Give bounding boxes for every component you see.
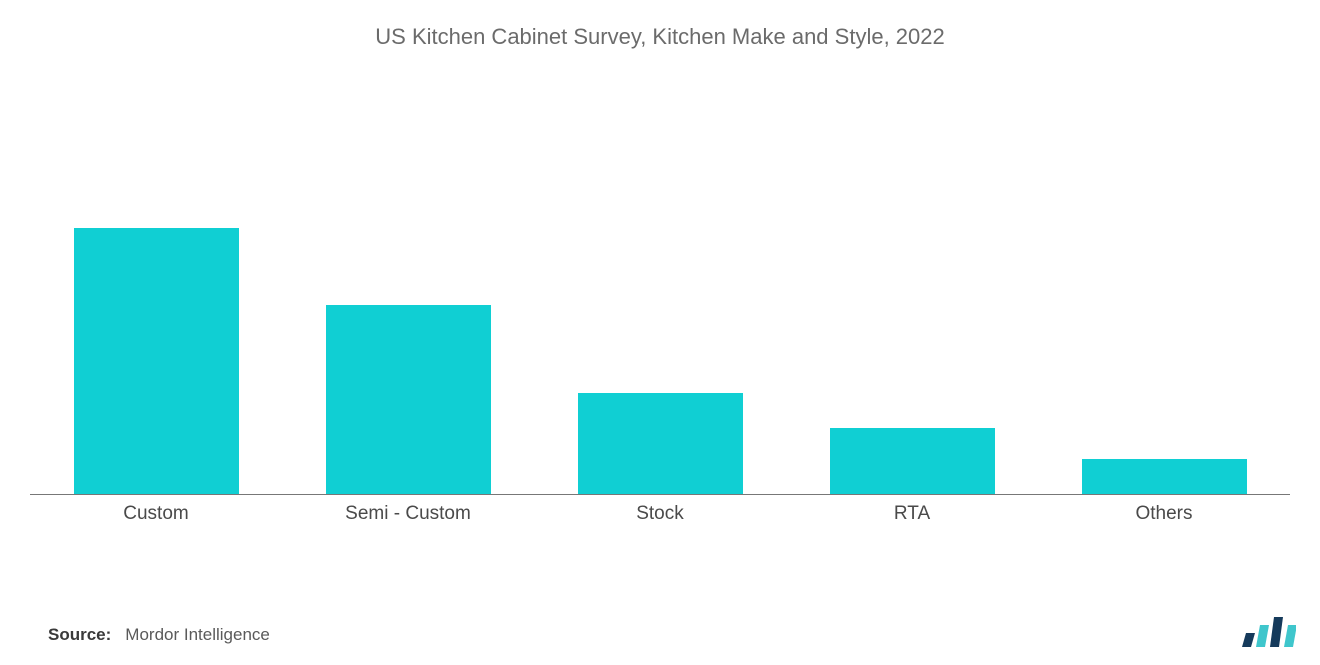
x-axis-label: Others [1038, 503, 1290, 525]
plot-area [30, 80, 1290, 495]
x-axis-label: Custom [30, 503, 282, 525]
bar [74, 228, 239, 494]
x-axis-labels: CustomSemi - CustomStockRTAOthers [30, 503, 1290, 533]
chart-title: US Kitchen Cabinet Survey, Kitchen Make … [0, 24, 1320, 50]
chart-container: US Kitchen Cabinet Survey, Kitchen Make … [0, 0, 1320, 665]
bar [326, 305, 491, 494]
source-row: Source: Mordor Intelligence [48, 625, 270, 645]
x-axis-label: Stock [534, 503, 786, 525]
x-axis-label: RTA [786, 503, 1038, 525]
x-axis-label: Semi - Custom [282, 503, 534, 525]
source-value: Mordor Intelligence [125, 625, 270, 645]
brand-logo-icon [1240, 613, 1296, 649]
bar [830, 428, 995, 495]
source-label: Source: [48, 625, 111, 645]
bar [578, 393, 743, 494]
bars-group [30, 80, 1290, 494]
bar [1082, 459, 1247, 494]
